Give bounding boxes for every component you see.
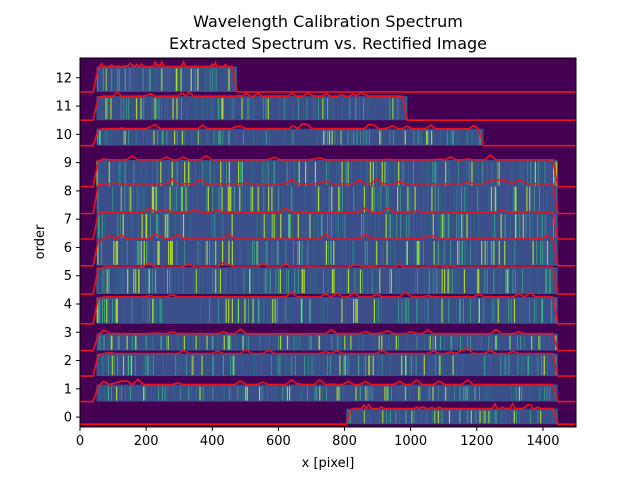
emission-lines-3 — [97, 335, 557, 350]
emission-lines-0 — [347, 410, 558, 424]
spectrum-order-11 — [80, 90, 576, 121]
extracted-spectra — [80, 59, 576, 425]
emission-lines-2 — [97, 355, 557, 376]
order-band-5 — [96, 267, 558, 295]
emission-lines-10 — [97, 130, 481, 145]
x-tick-label: 1200 — [460, 434, 493, 449]
x-tick-label: 200 — [134, 434, 159, 449]
chart-title: Wavelength Calibration Spectrum — [193, 12, 463, 31]
spectrum-order-5 — [80, 261, 576, 295]
y-tick-label: 1 — [64, 382, 72, 397]
emission-lines-4 — [96, 298, 556, 323]
y-tick-label: 9 — [64, 156, 72, 171]
y-tick-label: 6 — [64, 241, 72, 256]
spectrum-order-6 — [80, 232, 576, 267]
x-tick-label: 0 — [76, 434, 84, 449]
x-axis: 0 200 400 600 800 1000 1200 1400 — [76, 427, 559, 449]
y-tick-label: 3 — [64, 326, 72, 341]
spectrum-order-12 — [80, 59, 576, 93]
emission-lines-7 — [97, 214, 556, 238]
spectrum-order-0 — [80, 401, 576, 425]
y-tick-label: 2 — [64, 354, 72, 369]
spectrum-order-2 — [80, 347, 576, 377]
order-band-12 — [96, 66, 238, 92]
x-axis-label: x [pixel] — [302, 456, 355, 471]
y-tick-label: 12 — [55, 71, 72, 86]
order-band-8 — [96, 183, 558, 214]
y-tick-label: 5 — [64, 269, 72, 284]
emission-lines-8 — [97, 185, 557, 213]
y-tick-label: 4 — [64, 298, 72, 313]
order-band-10 — [96, 128, 484, 146]
x-tick-label: 400 — [200, 434, 225, 449]
order-band-0 — [346, 408, 558, 425]
spectrum-order-3 — [80, 328, 576, 352]
emission-lines-12 — [96, 68, 236, 91]
y-tick-label: 7 — [64, 213, 72, 228]
y-axis-label: order — [33, 224, 48, 259]
emission-lines-1 — [98, 386, 555, 401]
y-tick-label: 8 — [64, 184, 72, 199]
y-tick-label: 0 — [64, 411, 72, 426]
x-tick-label: 800 — [332, 434, 357, 449]
chart-subtitle: Extracted Spectrum vs. Rectified Image — [169, 34, 487, 53]
emission-lines-6 — [97, 240, 557, 265]
spectrum-order-4 — [80, 291, 576, 325]
order-band-11 — [96, 96, 408, 121]
spectrum-order-7 — [80, 206, 576, 240]
y-tick-label: 11 — [55, 100, 72, 115]
spectrum-order-8 — [80, 177, 576, 215]
y-tick-label: 10 — [55, 128, 72, 143]
plot-frame — [79, 57, 577, 428]
spectrum-order-1 — [80, 378, 576, 403]
order-band-6 — [96, 238, 558, 266]
emission-lines-5 — [96, 269, 554, 294]
spectrum-order-10 — [80, 122, 576, 147]
x-tick-label: 1400 — [526, 434, 559, 449]
x-tick-label: 1000 — [394, 434, 427, 449]
spectrum-order-9 — [80, 154, 576, 188]
order-band-1 — [96, 384, 558, 402]
x-tick-label: 600 — [266, 434, 291, 449]
emission-lines-11 — [96, 98, 407, 120]
